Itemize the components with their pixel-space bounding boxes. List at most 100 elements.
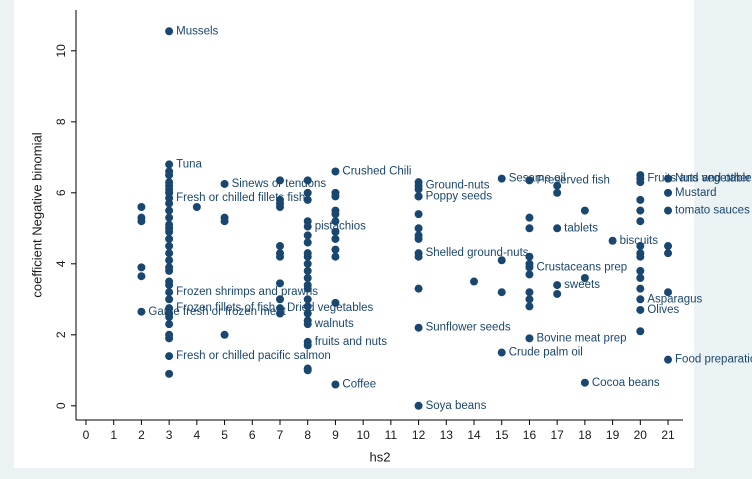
point-label: Fresh or chilled fillets fish [176, 192, 305, 204]
point [664, 355, 673, 364]
x-tick-label: 12 [412, 428, 426, 442]
point [636, 266, 645, 275]
point-label: Fresh or chilled pacific salmon [176, 350, 331, 362]
point-label: Shelled ground-nuts [426, 247, 529, 259]
point-label: Crustaceans prep [536, 261, 627, 273]
point [636, 284, 645, 293]
point [220, 330, 229, 339]
point [165, 227, 174, 236]
point [303, 341, 312, 350]
x-tick-label: 8 [304, 428, 311, 442]
point [414, 323, 423, 332]
point [664, 288, 673, 297]
point-label: Dried vegetables [287, 302, 374, 314]
point [275, 279, 284, 288]
point [525, 176, 534, 185]
point [303, 309, 312, 318]
point [303, 217, 312, 226]
point [165, 213, 174, 222]
point [525, 302, 534, 311]
point [331, 192, 340, 201]
point [497, 256, 506, 265]
point [331, 217, 340, 226]
point [636, 252, 645, 261]
point [636, 295, 645, 304]
point [165, 352, 174, 361]
point [303, 366, 312, 375]
point [664, 206, 673, 215]
point [525, 288, 534, 297]
point [414, 252, 423, 261]
x-tick-label: 21 [661, 428, 675, 442]
point [165, 256, 174, 265]
point-label: Soya beans [426, 400, 487, 412]
point [303, 259, 312, 268]
point [165, 160, 174, 169]
x-tick-label: 6 [249, 428, 256, 442]
point [580, 274, 589, 283]
x-tick-label: 10 [356, 428, 370, 442]
point [165, 266, 174, 275]
y-tick-label: 10 [54, 44, 68, 58]
point-label: Tuna [176, 158, 202, 170]
point-label: Nuts and other seeds [675, 173, 752, 185]
point-label: Sunflower seeds [426, 322, 511, 334]
point [414, 185, 423, 194]
point [525, 334, 534, 343]
y-tick-label: 0 [54, 402, 68, 409]
x-tick-label: 4 [194, 428, 201, 442]
point-label: Fruits and vegetables [647, 173, 752, 185]
y-tick-label: 8 [54, 118, 68, 125]
point [525, 224, 534, 233]
point-label: Bovine meat prep [536, 332, 626, 344]
point [525, 252, 534, 261]
point [664, 242, 673, 251]
point [165, 288, 174, 297]
point [303, 302, 312, 311]
point-label: Food preparations [675, 354, 752, 366]
point [664, 249, 673, 258]
point-label: Coffee [342, 379, 376, 391]
point-label: tomato sauces [675, 205, 750, 217]
y-tick-label: 6 [54, 189, 68, 196]
point [636, 171, 645, 180]
point-label: Ground-nuts [426, 180, 490, 192]
point [137, 203, 146, 212]
point-label: Poppy seeds [426, 190, 493, 202]
point [165, 242, 174, 251]
point-label: pistachios [315, 221, 366, 233]
point [636, 305, 645, 314]
point [553, 289, 562, 298]
point [331, 210, 340, 219]
point [303, 252, 312, 261]
x-tick-label: 7 [277, 428, 284, 442]
point-label: Asparagus [647, 293, 702, 305]
x-axis-title: hs2 [370, 449, 391, 464]
point [165, 295, 174, 304]
point [303, 316, 312, 325]
point [165, 188, 174, 197]
x-tick-label: 16 [523, 428, 537, 442]
point [414, 401, 423, 410]
point-label: Preserved fish [536, 174, 610, 186]
x-tick-label: 19 [606, 428, 620, 442]
point-label: Mussels [176, 25, 218, 37]
point-label: fruits and nuts [315, 336, 387, 348]
point [636, 327, 645, 336]
point [165, 171, 174, 180]
point [664, 174, 673, 183]
point [303, 274, 312, 283]
point [165, 369, 174, 378]
point [636, 206, 645, 215]
point [275, 176, 284, 185]
point [553, 281, 562, 290]
point-label: sweets [564, 279, 600, 291]
point [303, 195, 312, 204]
x-tick-label: 3 [166, 428, 173, 442]
x-tick-label: 15 [495, 428, 509, 442]
point [525, 213, 534, 222]
point [636, 217, 645, 226]
x-tick-label: 13 [440, 428, 454, 442]
point-label: Cocoa beans [592, 377, 660, 389]
point [636, 178, 645, 187]
